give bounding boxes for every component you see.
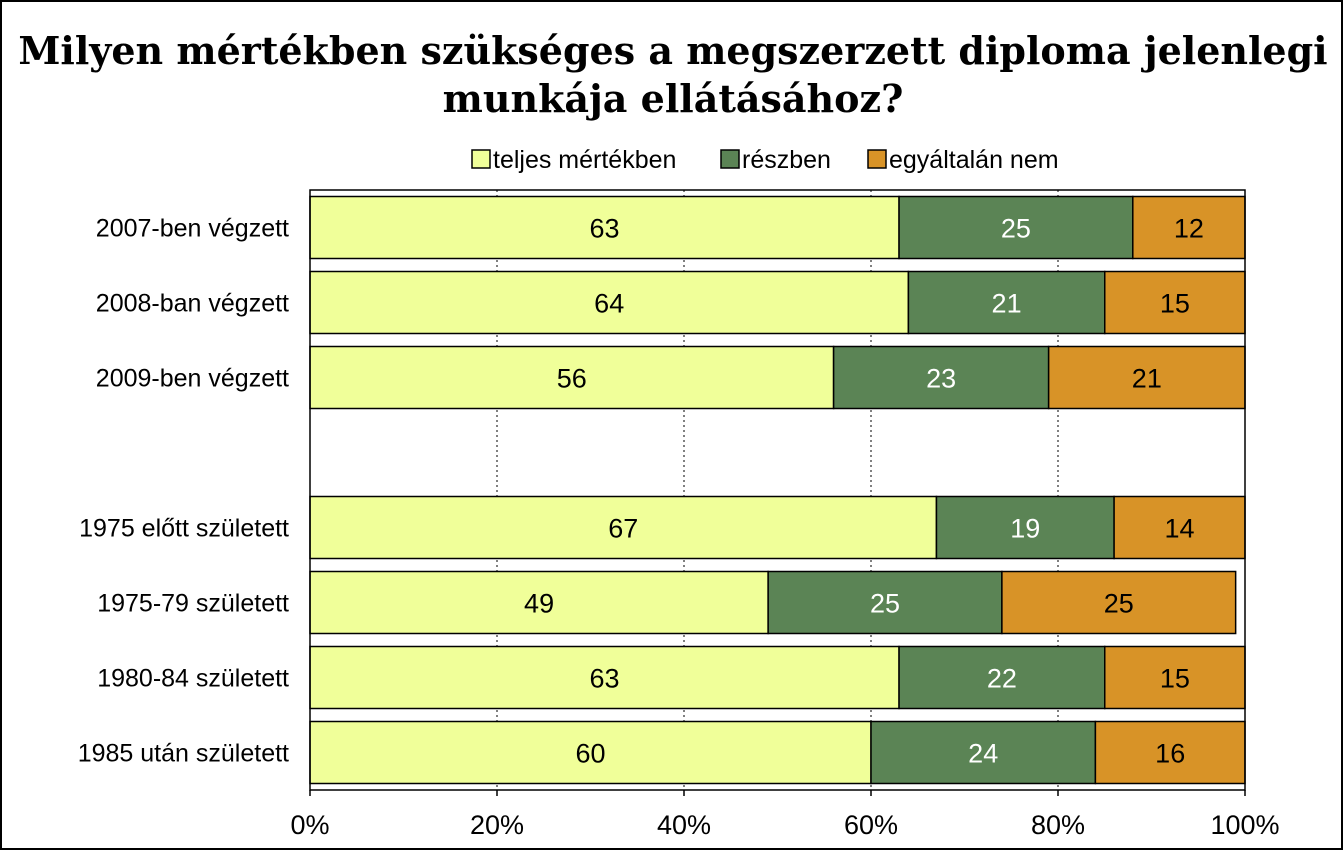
data-label: 14 xyxy=(1165,514,1195,544)
chart-title-line-2: munkája ellátásához? xyxy=(443,76,904,121)
chart-title-line-1: Milyen mértékben szükséges a megszerzett… xyxy=(18,28,1327,73)
legend-label: részben xyxy=(742,146,831,174)
data-label: 16 xyxy=(1155,739,1185,769)
bar-segment xyxy=(907,270,1106,335)
bar-segment xyxy=(1132,195,1246,260)
data-label: 25 xyxy=(870,589,900,619)
data-label: 24 xyxy=(968,739,998,769)
bar-segment xyxy=(1104,270,1246,335)
bar-segment xyxy=(309,495,938,560)
x-tick-label: 60% xyxy=(844,810,898,840)
bar-segment xyxy=(309,195,900,260)
data-label: 56 xyxy=(557,364,587,394)
data-label: 64 xyxy=(594,289,624,319)
bar-segment xyxy=(1001,570,1237,635)
category-label: 1975-79 született xyxy=(97,590,289,618)
bar-segment xyxy=(309,720,872,785)
data-label: 21 xyxy=(1132,364,1162,394)
data-label: 23 xyxy=(926,364,956,394)
category-label: 2009-ben végzett xyxy=(96,365,289,393)
bar-segment xyxy=(1104,645,1246,710)
category-label: 1985 után született xyxy=(78,740,289,768)
bar-segment xyxy=(1113,495,1246,560)
legend-swatch xyxy=(867,149,887,169)
x-tick-label: 80% xyxy=(1031,810,1085,840)
legend-label: egyáltalán nem xyxy=(889,146,1059,174)
data-label: 60 xyxy=(575,739,605,769)
data-label: 49 xyxy=(524,589,554,619)
data-label: 12 xyxy=(1174,214,1204,244)
data-label: 63 xyxy=(590,214,620,244)
bar-segment xyxy=(1094,720,1246,785)
plot-area: 2007-ben végzett 63 25 12 2008-ban végzett 64… xyxy=(78,189,1280,840)
legend-swatch xyxy=(720,149,740,169)
category-label: 2008-ban végzett xyxy=(96,290,289,318)
data-label: 21 xyxy=(992,289,1022,319)
bar-segment xyxy=(309,570,769,635)
bar-segment xyxy=(898,195,1134,260)
legend-swatch xyxy=(471,149,491,169)
legend-label: teljes mértékben xyxy=(493,146,676,174)
bar-segment xyxy=(1047,345,1246,410)
data-label: 63 xyxy=(590,664,620,694)
legend: teljes mértékben részben egyáltalán nem xyxy=(471,146,1059,174)
category-label: 1975 előtt született xyxy=(79,515,289,543)
chart-title: Milyen mértékben szükséges a megszerzett… xyxy=(18,28,1327,121)
bar-segment xyxy=(767,570,1003,635)
category-label: 2007-ben végzett xyxy=(96,215,289,243)
category-label: 1980-84 született xyxy=(97,665,289,693)
data-label: 19 xyxy=(1010,514,1040,544)
bar-segment xyxy=(870,720,1097,785)
data-label: 15 xyxy=(1160,664,1190,694)
bar-segment xyxy=(935,495,1115,560)
data-label: 25 xyxy=(1104,589,1134,619)
data-label: 67 xyxy=(608,514,638,544)
x-tick-label: 40% xyxy=(657,810,711,840)
data-label: 25 xyxy=(1001,214,1031,244)
x-tick-label: 100% xyxy=(1210,810,1279,840)
x-tick-label: 20% xyxy=(470,810,524,840)
plot-border xyxy=(309,189,1246,791)
data-label: 15 xyxy=(1160,289,1190,319)
x-tick-label: 0% xyxy=(290,810,329,840)
data-label: 22 xyxy=(987,664,1017,694)
